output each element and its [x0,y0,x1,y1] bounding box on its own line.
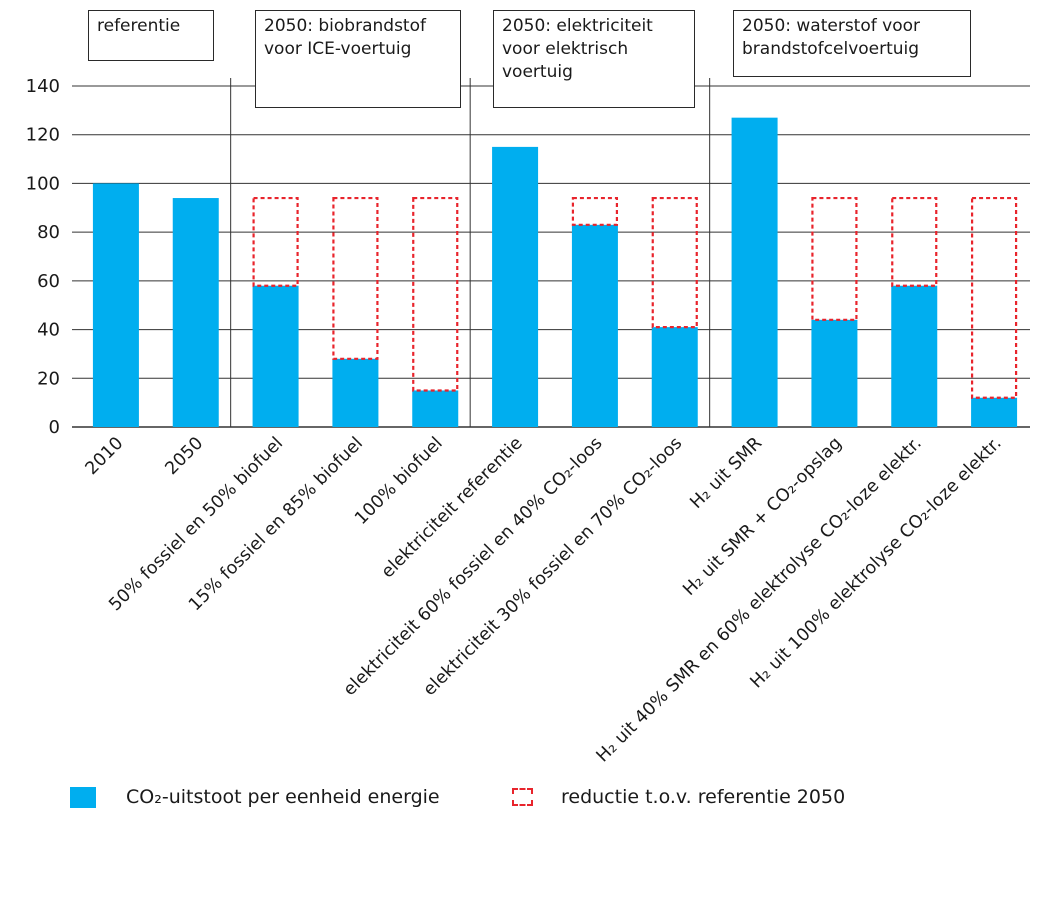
bar-emission [492,146,539,427]
bar-reduction [332,196,379,360]
bar-emission [971,397,1018,427]
group-label-referentie: referentie [88,10,214,61]
bar-reduction [571,196,619,226]
bar-emission [731,117,778,428]
group-label-elektriciteit: 2050: elektriciteit voor elektrisch voer… [493,10,695,108]
bar-reduction [412,196,459,392]
y-tick-label: 60 [37,271,60,292]
bar-reduction [811,196,858,321]
bar-emission [571,224,618,427]
bar-reduction [651,196,698,329]
y-tick-label: 0 [49,417,60,438]
x-tick-label: 15% fossiel en 85% biofuel [185,433,367,615]
legend-swatch-emission [70,786,96,808]
bar-reduction [970,196,1018,399]
x-tick-label: 50% fossiel en 50% biofuel [105,433,287,615]
y-tick-label: 20 [37,368,60,389]
legend-reduction: reductie t.o.v. referentie 2050 [512,786,845,808]
x-tick-label: 2050 [162,433,208,479]
bar-emission [811,319,858,427]
bar-emission [252,285,299,427]
x-tick-label: H₂ uit SMR + CO₂-opslag [679,433,846,600]
legend-swatch-reduction [512,788,533,806]
y-tick-label: 140 [26,76,60,97]
x-tick-label: elektriciteit referentie [378,433,527,582]
bar-emission [92,183,139,427]
bar-emission [412,390,459,427]
legend: CO₂-uitstoot per eenheid energie [70,786,440,808]
bar-reduction [891,196,938,287]
group-label-waterstof: 2050: waterstof voor brandstofcelvoertui… [733,10,971,77]
bar-emission [651,327,698,427]
y-tick-label: 40 [37,320,60,341]
y-tick-label: 100 [26,173,60,194]
legend-label-emission: CO₂-uitstoot per eenheid energie [126,786,440,808]
bar-emission [332,358,379,427]
bar-emission [172,198,219,427]
y-tick-label: 80 [37,222,60,243]
x-tick-label: H₂ uit SMR [687,433,767,513]
x-tick-label: 2010 [82,433,128,479]
bar-emission [891,285,938,427]
legend-label-reduction: reductie t.o.v. referentie 2050 [561,786,846,808]
group-label-biobrandstof: 2050: biobrandstof voor ICE-voertuig [255,10,461,108]
y-tick-label: 120 [26,125,60,146]
bar-reduction [252,196,299,287]
